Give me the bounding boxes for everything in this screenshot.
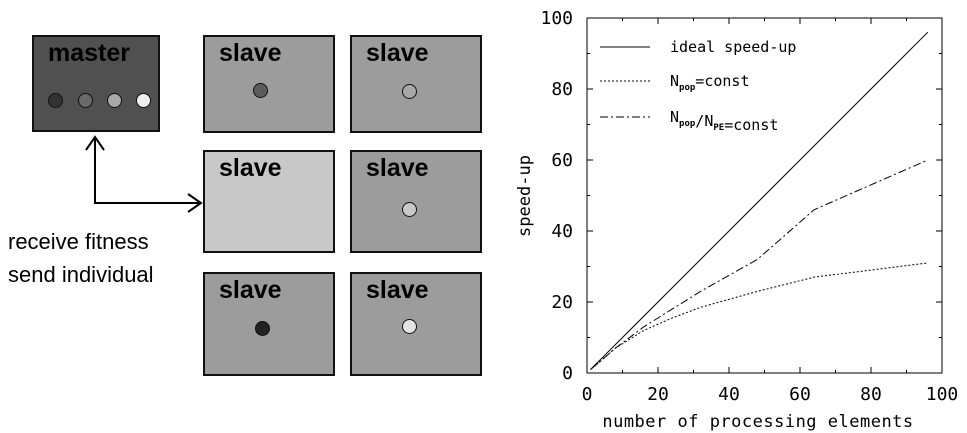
communication-arrow	[85, 135, 203, 213]
series-line-1	[590, 31, 929, 370]
y-tick-label: 60	[551, 150, 573, 171]
slave-box-1: slave	[203, 35, 335, 133]
y-tick-label: 80	[551, 79, 573, 100]
series-line-2	[590, 262, 928, 370]
caption-send-individual: send individual	[8, 262, 154, 287]
master-dot-2	[78, 93, 93, 108]
legend-label: ideal speed-up	[670, 38, 796, 56]
slave-label: slave	[219, 154, 282, 182]
slave-box-4: slave	[350, 150, 482, 253]
slave-dot	[255, 321, 270, 336]
slave-label: slave	[219, 276, 282, 304]
series-line-3	[590, 159, 929, 370]
y-tick-label: 40	[551, 221, 573, 242]
legend-label: Npop/NPE=const	[670, 108, 778, 134]
y-tick-label: 100	[540, 8, 573, 29]
x-tick-label: 20	[647, 384, 669, 405]
slave-label: slave	[366, 39, 429, 67]
master-label: master	[48, 39, 130, 67]
slave-box-3: slave	[203, 150, 335, 253]
master-box: master	[32, 35, 160, 132]
caption-receive-fitness: receive fitness	[8, 229, 149, 254]
x-tick-label: 100	[926, 384, 959, 405]
slave-label: slave	[366, 276, 429, 304]
master-dot-1	[48, 93, 63, 108]
slave-label: slave	[219, 39, 282, 67]
x-tick-label: 0	[582, 384, 593, 405]
speedup-chart: 0 20 40 60 80 100 0 20 40 60 80 100 ideal speed-up N…	[515, 8, 959, 432]
master-dot-4	[136, 93, 151, 108]
slave-label: slave	[366, 154, 429, 182]
slave-box-6: slave	[350, 272, 482, 376]
y-tick-label: 0	[562, 363, 573, 384]
slave-box-5: slave	[203, 272, 335, 376]
y-axis-label: speed-up	[515, 155, 535, 237]
legend-label: Npop=const	[670, 72, 749, 93]
slave-dot	[253, 83, 268, 98]
x-tick-label: 40	[718, 384, 740, 405]
slave-dot	[402, 319, 417, 334]
y-tick-label: 20	[551, 292, 573, 313]
x-tick-label: 60	[789, 384, 811, 405]
slave-dot	[402, 84, 417, 99]
slave-dot	[402, 202, 417, 217]
x-tick-label: 80	[860, 384, 882, 405]
slave-box-2: slave	[350, 35, 482, 133]
x-axis-label: number of processing elements	[602, 412, 913, 432]
master-dot-3	[107, 93, 122, 108]
